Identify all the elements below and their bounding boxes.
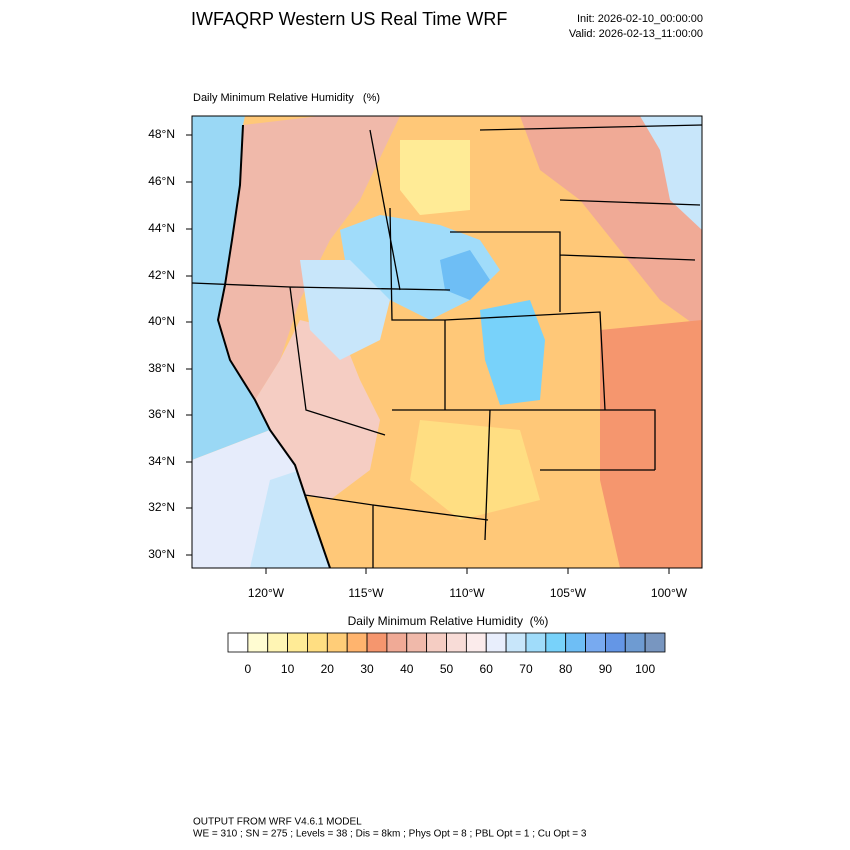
colorbar-label: 90 <box>599 662 613 676</box>
colorbar-box <box>585 632 606 653</box>
colorbar-label: 60 <box>480 662 494 676</box>
colorbar-box <box>307 632 328 653</box>
map-labels: 48°N 46°N 44°N 42°N 40°N 38°N 36°N 34°N 32°N 30°N… <box>148 127 688 600</box>
init-time: Init: 2026-02-10_00:00:00 <box>577 13 703 25</box>
map <box>191 115 703 569</box>
colorbar-box <box>565 632 586 653</box>
colorbar-label: 20 <box>321 662 335 676</box>
colorbar-title: Daily Minimum Relative Humidity (%) <box>348 614 549 628</box>
colorbar-box <box>326 632 348 653</box>
map-title: Daily Minimum Relative Humidity (%) <box>193 92 380 104</box>
colorbar-box <box>505 632 527 653</box>
colorbar-label: 30 <box>360 662 374 676</box>
state-borders <box>192 124 702 568</box>
ocean-blue <box>250 470 330 568</box>
lat-label: 30°N <box>148 547 175 561</box>
colorbar-box <box>366 632 388 653</box>
footer-line: OUTPUT FROM WRF V4.6.1 MODEL <box>193 817 362 828</box>
colorbar-box <box>644 632 666 653</box>
montana-dry <box>400 140 470 215</box>
lat-label: 44°N <box>148 221 175 235</box>
colorbar-box <box>287 632 308 653</box>
ocean <box>192 116 270 460</box>
basin-moist <box>300 260 390 360</box>
page-title: IWFAQRP Western US Real Time WRF <box>191 9 507 29</box>
coastline <box>216 124 331 568</box>
colorbar-box <box>485 632 507 653</box>
lon-label: 115°W <box>348 586 384 600</box>
colorbar-box <box>386 632 408 653</box>
colorbar-label: 10 <box>281 662 295 676</box>
colorbar-label: 0 <box>245 662 252 676</box>
colorado-moist <box>480 300 545 405</box>
footer-line: WE = 310 ; SN = 275 ; Levels = 38 ; Dis … <box>193 829 587 840</box>
colorbar-box <box>267 632 288 653</box>
colorbar-box <box>227 632 249 653</box>
colorbar-box <box>446 632 467 653</box>
california <box>255 320 380 500</box>
colorbar-label: 70 <box>519 662 533 676</box>
plains-south <box>600 320 702 568</box>
ne-moist <box>640 116 702 230</box>
lon-label: 100°W <box>651 586 688 600</box>
lat-label: 40°N <box>148 314 175 328</box>
lat-label: 36°N <box>148 407 175 421</box>
colorbar-label: 50 <box>440 662 454 676</box>
lat-label: 46°N <box>148 174 175 188</box>
colorbar-box <box>624 632 646 653</box>
arizona-dry <box>410 420 540 520</box>
wyoming-moist <box>440 250 490 300</box>
valid-time: Valid: 2026-02-13_11:00:00 <box>569 28 703 40</box>
colorbar-label: 80 <box>559 662 573 676</box>
lat-label: 48°N <box>148 127 175 141</box>
colorbar-box <box>426 632 447 653</box>
colorbar-box <box>247 632 269 653</box>
lat-label: 38°N <box>148 361 175 375</box>
colorbar-box <box>525 632 547 653</box>
colorbar-box <box>545 632 567 653</box>
colorbar-box <box>346 632 368 653</box>
plains-north <box>520 116 702 330</box>
lon-label: 105°W <box>550 586 587 600</box>
colorbar-box <box>406 632 428 653</box>
lon-label: 110°W <box>449 586 485 600</box>
colorbar-box <box>465 632 487 653</box>
lat-label: 34°N <box>148 454 175 468</box>
lat-label: 32°N <box>148 500 175 514</box>
colorbar-label: 40 <box>400 662 414 676</box>
pacific-nw <box>218 116 400 400</box>
lon-label: 120°W <box>248 586 285 600</box>
colorbar: 0 10 20 30 40 50 60 70 80 90 100 <box>227 632 666 676</box>
lat-label: 42°N <box>148 268 175 282</box>
colorbar-box <box>605 632 626 653</box>
colorbar-label: 100 <box>635 662 655 676</box>
map-frame <box>191 115 703 569</box>
